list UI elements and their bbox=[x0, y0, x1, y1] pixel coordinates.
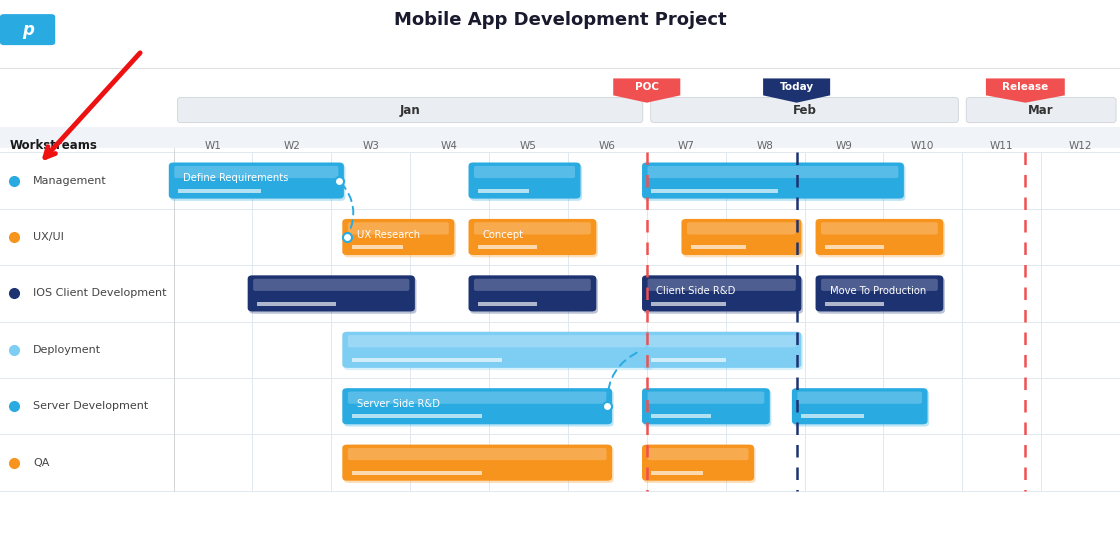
Text: W8: W8 bbox=[757, 140, 774, 151]
FancyBboxPatch shape bbox=[344, 334, 653, 370]
Text: W12: W12 bbox=[1068, 140, 1092, 151]
Text: W6: W6 bbox=[599, 140, 616, 151]
FancyBboxPatch shape bbox=[169, 162, 344, 199]
Bar bbox=[352, 358, 502, 362]
FancyBboxPatch shape bbox=[644, 278, 803, 314]
Text: Move To Production: Move To Production bbox=[830, 286, 926, 296]
Text: IOS Client Development: IOS Client Development bbox=[34, 288, 167, 299]
Polygon shape bbox=[614, 78, 680, 103]
Bar bbox=[691, 245, 746, 249]
FancyBboxPatch shape bbox=[474, 279, 590, 291]
Bar bbox=[352, 471, 482, 475]
FancyBboxPatch shape bbox=[644, 334, 803, 370]
FancyBboxPatch shape bbox=[797, 392, 922, 404]
Text: W3: W3 bbox=[362, 140, 380, 151]
FancyBboxPatch shape bbox=[687, 222, 796, 234]
Text: Jan: Jan bbox=[400, 103, 420, 116]
FancyBboxPatch shape bbox=[175, 166, 338, 178]
FancyBboxPatch shape bbox=[793, 390, 930, 427]
Text: W2: W2 bbox=[283, 140, 300, 151]
FancyBboxPatch shape bbox=[344, 390, 614, 427]
Text: Client Side R&D: Client Side R&D bbox=[656, 286, 736, 296]
FancyBboxPatch shape bbox=[248, 276, 414, 311]
Bar bbox=[352, 414, 482, 419]
FancyBboxPatch shape bbox=[642, 162, 904, 199]
Bar bbox=[652, 414, 711, 419]
Text: W10: W10 bbox=[912, 140, 934, 151]
FancyBboxPatch shape bbox=[821, 222, 937, 234]
FancyBboxPatch shape bbox=[647, 279, 796, 291]
FancyBboxPatch shape bbox=[470, 165, 582, 201]
Text: Server Development: Server Development bbox=[34, 401, 148, 411]
FancyBboxPatch shape bbox=[343, 388, 612, 425]
FancyBboxPatch shape bbox=[642, 276, 801, 311]
FancyBboxPatch shape bbox=[644, 165, 905, 201]
FancyBboxPatch shape bbox=[253, 279, 409, 291]
Text: Release: Release bbox=[1002, 83, 1048, 92]
FancyBboxPatch shape bbox=[644, 390, 772, 427]
Bar bbox=[0, 127, 1120, 148]
FancyBboxPatch shape bbox=[468, 219, 596, 255]
Text: Today: Today bbox=[780, 83, 814, 92]
FancyBboxPatch shape bbox=[348, 222, 449, 234]
Text: W7: W7 bbox=[678, 140, 694, 151]
FancyBboxPatch shape bbox=[683, 221, 803, 257]
Text: Concept: Concept bbox=[483, 230, 524, 240]
Bar bbox=[652, 302, 727, 306]
FancyBboxPatch shape bbox=[348, 335, 646, 347]
FancyBboxPatch shape bbox=[343, 332, 652, 368]
Text: UX/UI: UX/UI bbox=[34, 232, 64, 242]
Text: W11: W11 bbox=[990, 140, 1014, 151]
FancyBboxPatch shape bbox=[177, 98, 643, 123]
Text: p: p bbox=[21, 20, 34, 39]
Text: W9: W9 bbox=[836, 140, 852, 151]
FancyBboxPatch shape bbox=[344, 221, 456, 257]
FancyBboxPatch shape bbox=[470, 278, 598, 314]
FancyBboxPatch shape bbox=[651, 98, 959, 123]
FancyBboxPatch shape bbox=[250, 278, 417, 314]
FancyBboxPatch shape bbox=[474, 222, 590, 234]
Text: Workstreams: Workstreams bbox=[9, 139, 97, 152]
Text: W1: W1 bbox=[205, 140, 222, 151]
Bar bbox=[178, 189, 261, 192]
FancyBboxPatch shape bbox=[343, 219, 455, 255]
Text: Server Side R&D: Server Side R&D bbox=[356, 399, 439, 409]
Text: Mar: Mar bbox=[1028, 103, 1054, 116]
Text: UX Research: UX Research bbox=[356, 230, 420, 240]
Bar bbox=[478, 302, 538, 306]
FancyBboxPatch shape bbox=[681, 219, 801, 255]
Text: W4: W4 bbox=[441, 140, 458, 151]
Text: Mobile App Development Project: Mobile App Development Project bbox=[394, 11, 726, 29]
Bar bbox=[652, 189, 777, 192]
FancyBboxPatch shape bbox=[644, 447, 756, 483]
Text: W5: W5 bbox=[520, 140, 536, 151]
Text: Deployment: Deployment bbox=[34, 345, 101, 355]
Text: Define Requirements: Define Requirements bbox=[183, 173, 288, 183]
Text: Management: Management bbox=[34, 176, 106, 185]
FancyBboxPatch shape bbox=[170, 165, 345, 201]
FancyBboxPatch shape bbox=[815, 276, 943, 311]
FancyBboxPatch shape bbox=[344, 447, 614, 483]
Bar bbox=[478, 245, 538, 249]
Polygon shape bbox=[986, 78, 1065, 103]
FancyBboxPatch shape bbox=[468, 276, 596, 311]
FancyBboxPatch shape bbox=[642, 332, 801, 368]
FancyBboxPatch shape bbox=[348, 392, 607, 404]
Bar bbox=[478, 189, 530, 192]
FancyBboxPatch shape bbox=[821, 279, 937, 291]
FancyBboxPatch shape bbox=[818, 278, 945, 314]
FancyBboxPatch shape bbox=[642, 444, 754, 481]
Text: QA: QA bbox=[34, 458, 49, 467]
Bar bbox=[258, 302, 336, 306]
FancyBboxPatch shape bbox=[967, 98, 1116, 123]
Bar bbox=[652, 471, 702, 475]
FancyBboxPatch shape bbox=[647, 335, 796, 347]
FancyBboxPatch shape bbox=[0, 14, 55, 45]
Bar bbox=[352, 245, 403, 249]
FancyBboxPatch shape bbox=[647, 448, 748, 460]
FancyBboxPatch shape bbox=[468, 162, 580, 199]
Bar bbox=[652, 358, 727, 362]
FancyBboxPatch shape bbox=[818, 221, 945, 257]
Text: POC: POC bbox=[635, 83, 659, 92]
